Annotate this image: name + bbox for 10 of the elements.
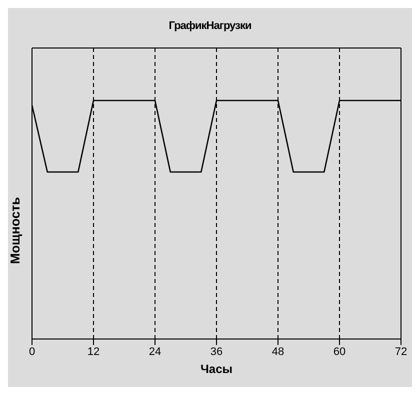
x-tick-label: 24: [148, 346, 162, 358]
x-tick-label: 60: [333, 346, 346, 358]
x-tick-label: 36: [210, 346, 223, 358]
x-axis-title: Часы: [200, 362, 233, 376]
chart-title: ГрафикНагрузки: [168, 20, 252, 32]
x-tick-label: 48: [272, 346, 284, 358]
x-tick-label: 72: [394, 346, 408, 358]
x-tick-label: 0: [28, 346, 36, 358]
x-tick-label: 12: [87, 346, 100, 358]
y-axis-title: Мощность: [8, 196, 22, 266]
